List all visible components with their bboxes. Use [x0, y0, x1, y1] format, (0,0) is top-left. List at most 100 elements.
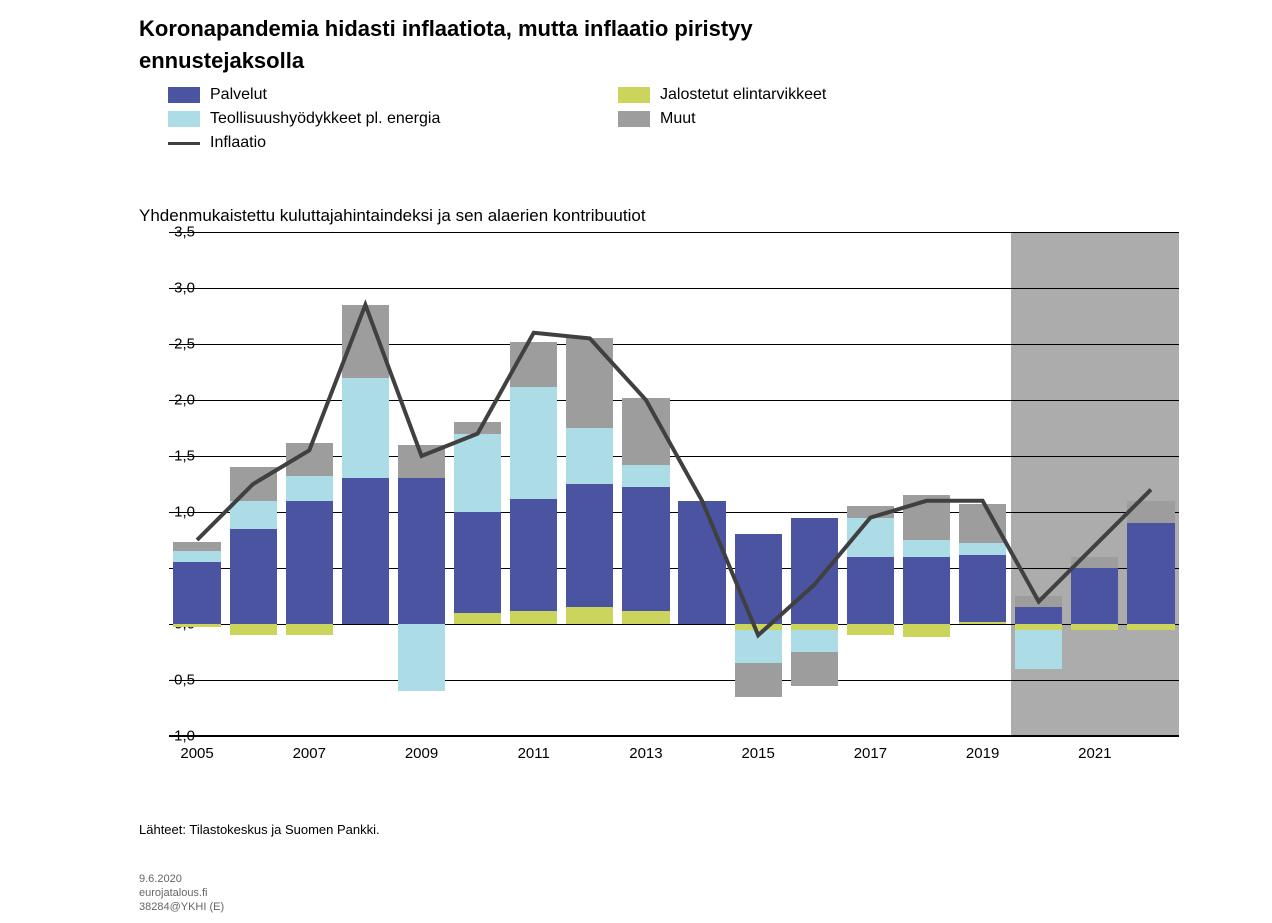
- bar-seg-teoll: [286, 476, 333, 501]
- x-tick-label: 2009: [405, 745, 438, 762]
- bar-seg-teoll: [342, 378, 389, 479]
- bar-group: [1123, 232, 1179, 736]
- bar-seg-teoll: [903, 540, 950, 557]
- bar-seg-teoll: [622, 465, 669, 487]
- bar-seg-palvelut: [959, 555, 1006, 622]
- bar-group: [281, 232, 337, 736]
- bar-seg-muut: [566, 338, 613, 428]
- legend-label: Jalostetut elintarvikkeet: [660, 86, 826, 104]
- bar-seg-palvelut: [678, 501, 725, 624]
- bar-seg-muut: [398, 445, 445, 479]
- legend-item: Inflaatio: [168, 134, 618, 152]
- chart-page: Koronapandemia hidasti inflaatiota, mutt…: [0, 0, 1272, 923]
- bar-seg-teoll: [735, 630, 782, 664]
- bar-seg-jalost: [903, 624, 950, 637]
- legend-item: Palvelut: [168, 86, 618, 104]
- bar-seg-palvelut: [230, 529, 277, 624]
- bar-seg-palvelut: [398, 478, 445, 624]
- bar-seg-muut: [622, 398, 669, 465]
- footer-date: 9.6.2020: [139, 873, 224, 887]
- bar-group: [1067, 232, 1123, 736]
- bar-seg-jalost: [1127, 624, 1174, 630]
- bar-group: [393, 232, 449, 736]
- legend: Palvelut Jalostetut elintarvikkeet Teollis…: [168, 86, 1128, 158]
- chart-title: Koronapandemia hidasti inflaatiota, mutt…: [139, 16, 753, 74]
- chart-area: -1,0-0,50,00,51,01,52,02,53,03,520052007…: [139, 232, 1179, 772]
- footer-code: 38284@YKHI (E): [139, 901, 224, 915]
- bar-seg-jalost: [230, 624, 277, 635]
- bar-seg-teoll: [566, 428, 613, 484]
- bar-seg-palvelut: [566, 484, 613, 607]
- x-tick-label: 2013: [629, 745, 662, 762]
- bar-seg-teoll: [230, 501, 277, 529]
- sources-text: Lähteet: Tilastokeskus ja Suomen Pankki.: [139, 822, 380, 837]
- bar-seg-muut: [230, 467, 277, 501]
- bar-group: [674, 232, 730, 736]
- legend-item: Teollisuushyödykkeet pl. energia: [168, 110, 618, 128]
- bar-group: [730, 232, 786, 736]
- bar-seg-muut: [1127, 501, 1174, 523]
- bar-seg-teoll: [454, 434, 501, 512]
- bar-group: [1011, 232, 1067, 736]
- legend-item: Muut: [618, 110, 696, 128]
- legend-label: Muut: [660, 110, 696, 128]
- bar-seg-jalost: [847, 624, 894, 635]
- bar-seg-teoll: [847, 518, 894, 557]
- bar-seg-palvelut: [1127, 523, 1174, 624]
- legend-line-swatch: [168, 142, 200, 145]
- bar-seg-jalost: [173, 624, 220, 627]
- bar-seg-teoll: [173, 551, 220, 562]
- bar-seg-palvelut: [286, 501, 333, 624]
- x-tick-label: 2011: [518, 745, 550, 762]
- x-tick-label: 2007: [293, 745, 326, 762]
- title-line-1: Koronapandemia hidasti inflaatiota, mutt…: [139, 16, 753, 42]
- title-line-2: ennustejaksolla: [139, 48, 753, 74]
- legend-swatch: [618, 87, 650, 103]
- legend-label: Inflaatio: [210, 134, 266, 152]
- bar-seg-palvelut: [342, 478, 389, 624]
- x-tick-label: 2019: [966, 745, 999, 762]
- bar-group: [618, 232, 674, 736]
- bar-seg-muut: [510, 342, 557, 387]
- x-tick-label: 2015: [741, 745, 774, 762]
- bar-seg-teoll: [791, 630, 838, 652]
- bar-seg-muut: [342, 305, 389, 378]
- legend-item: Jalostetut elintarvikkeet: [618, 86, 826, 104]
- bar-seg-muut: [791, 652, 838, 686]
- bar-group: [842, 232, 898, 736]
- bar-seg-jalost: [510, 611, 557, 624]
- bar-seg-teoll: [1015, 630, 1062, 669]
- bar-group: [562, 232, 618, 736]
- bar-group: [506, 232, 562, 736]
- bar-group: [898, 232, 954, 736]
- bar-seg-palvelut: [510, 499, 557, 611]
- bar-seg-palvelut: [454, 512, 501, 613]
- bar-group: [169, 232, 225, 736]
- chart-subtitle: Yhdenmukaistettu kuluttajahintaindeksi j…: [139, 206, 646, 226]
- bar-seg-jalost: [1071, 624, 1118, 630]
- x-tick-label: 2021: [1078, 745, 1111, 762]
- bar-seg-palvelut: [847, 557, 894, 624]
- bar-seg-muut: [286, 443, 333, 477]
- bar-group: [450, 232, 506, 736]
- bar-seg-palvelut: [173, 562, 220, 624]
- bar-seg-palvelut: [622, 487, 669, 610]
- bar-seg-muut: [454, 422, 501, 433]
- bar-seg-teoll: [510, 387, 557, 499]
- bar-seg-jalost: [454, 613, 501, 624]
- legend-swatch: [168, 111, 200, 127]
- bar-seg-jalost: [286, 624, 333, 635]
- footer-site: eurojatalous.fi: [139, 887, 224, 901]
- bar-seg-palvelut: [791, 518, 838, 624]
- bar-seg-muut: [1015, 596, 1062, 607]
- bar-group: [225, 232, 281, 736]
- bar-seg-teoll: [398, 624, 445, 691]
- bar-seg-palvelut: [1015, 607, 1062, 624]
- bar-group: [337, 232, 393, 736]
- bar-seg-teoll: [959, 543, 1006, 554]
- gridline: [169, 736, 1179, 737]
- footer: 9.6.2020 eurojatalous.fi 38284@YKHI (E): [139, 873, 224, 914]
- bar-seg-muut: [847, 506, 894, 517]
- legend-swatch: [168, 87, 200, 103]
- legend-label: Teollisuushyödykkeet pl. energia: [210, 110, 440, 128]
